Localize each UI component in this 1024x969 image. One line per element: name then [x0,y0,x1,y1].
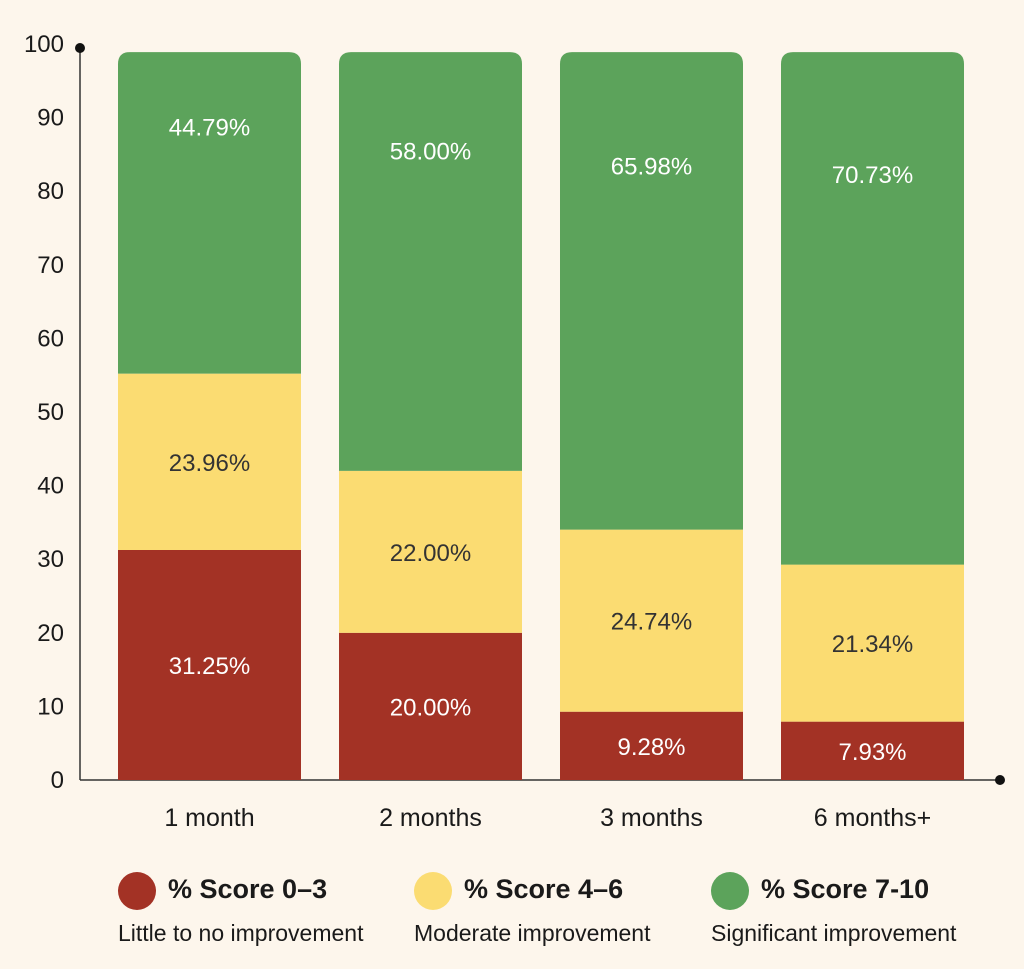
y-tick-label: 80 [37,178,64,205]
bar-segment [118,550,301,780]
bar-segment [339,52,522,471]
y-axis-end-dot [75,43,85,53]
y-tick-label: 90 [37,105,64,132]
x-category-label: 3 months [600,804,703,832]
value-label: 65.98% [611,153,692,180]
value-label: 70.73% [832,162,913,189]
x-axis-end-dot [995,775,1005,785]
legend-title: % Score 4–6 [464,874,624,904]
y-tick-label: 50 [37,399,64,426]
category-labels: 1 month 2 months 3 months 6 months+ [164,804,931,832]
y-tick-label: 30 [37,546,64,573]
bar-segment [339,470,522,633]
value-labels: 31.25% 23.96% 44.79% 20.00% 22.00% 58.00% 9.28… [169,114,913,765]
value-label: 22.00% [390,540,471,567]
bar-segment [560,52,743,530]
y-tick-label: 70 [37,252,64,279]
legend-title: % Score 0–3 [168,874,328,904]
legend-description: Little to no improvement [118,920,364,946]
value-label: 58.00% [390,139,471,166]
x-category-label: 1 month [164,804,254,832]
value-label: 7.93% [838,739,906,766]
bar-segment [560,529,743,712]
y-tick-label: 100 [24,31,64,58]
value-label: 20.00% [390,694,471,721]
bar-segment [781,52,964,565]
value-label: 21.34% [832,631,913,658]
y-tick-label: 10 [37,693,64,720]
value-label: 31.25% [169,653,250,680]
legend-swatch-green [711,872,749,910]
stacked-bar-chart: 0 10 20 30 40 50 60 70 80 90 100 31.25% 23.96% 44.79… [24,31,1005,832]
y-axis: 0 10 20 30 40 50 60 70 80 90 100 [24,31,85,794]
legend-swatch-yellow [414,872,452,910]
bar-segment [781,564,964,722]
value-label: 23.96% [169,450,250,477]
y-tick-label: 60 [37,325,64,352]
x-category-label: 2 months [379,804,482,832]
legend-swatch-red [118,872,156,910]
bar-segment [339,632,522,780]
legend: % Score 0–3 Little to no improvement % S… [0,868,1024,958]
bar-segment [560,711,743,780]
bar-segment [781,721,964,780]
legend-description: Moderate improvement [414,920,651,946]
bar-segment [118,52,301,374]
y-tick-label: 40 [37,473,64,500]
bar-segment [118,373,301,550]
bars [118,52,964,780]
value-label: 9.28% [617,734,685,761]
y-tick-label: 0 [51,767,64,794]
value-label: 24.74% [611,609,692,636]
value-label: 44.79% [169,114,250,141]
y-tick-label: 20 [37,620,64,647]
legend-title: % Score 7-10 [761,874,930,904]
legend-description: Significant improvement [711,920,957,946]
x-category-label: 6 months+ [814,804,931,832]
